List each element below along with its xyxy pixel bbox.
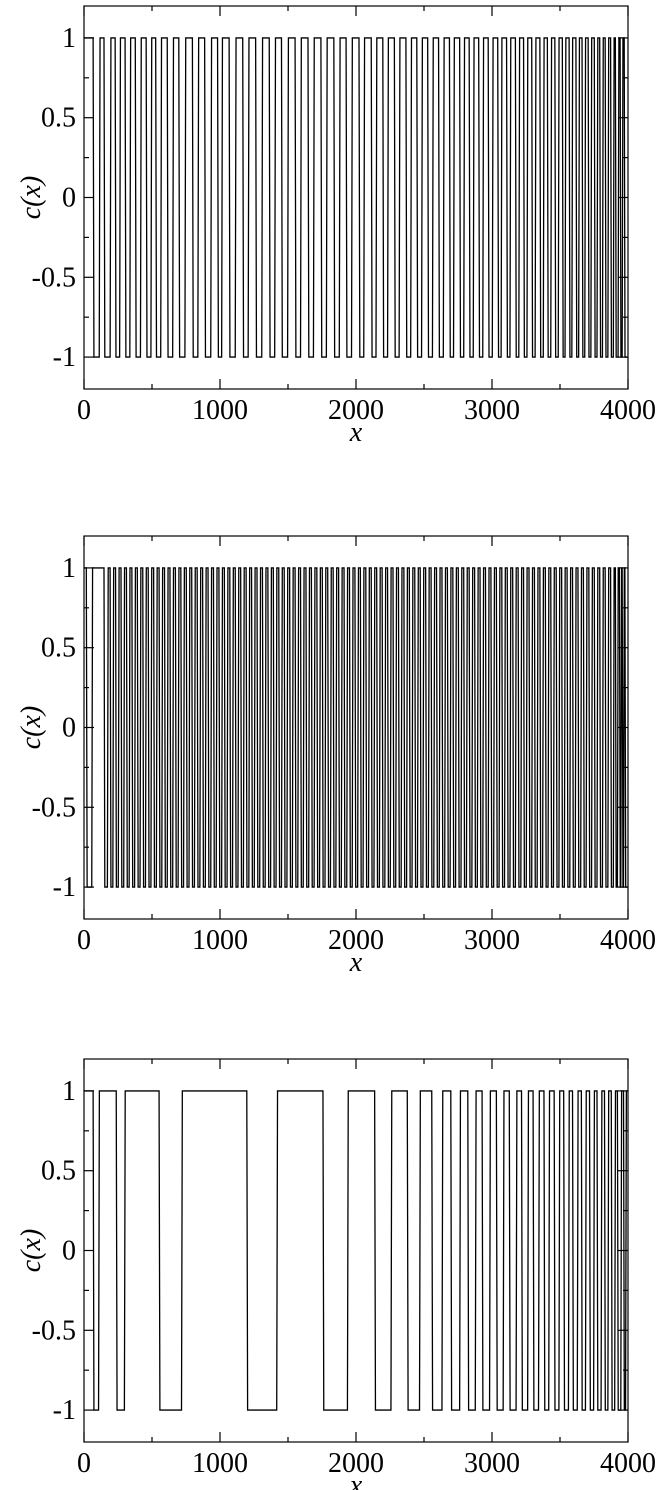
y-tick-label: -1 bbox=[53, 872, 76, 903]
x-tick-label: 4000 bbox=[600, 1448, 656, 1479]
x-tick-label: 4000 bbox=[600, 395, 656, 426]
y-tick-label: -1 bbox=[53, 1395, 76, 1426]
y-axis-title: c(x) bbox=[16, 706, 47, 750]
x-tick-label: 3000 bbox=[464, 1448, 520, 1479]
x-axis-title: x bbox=[349, 1470, 363, 1490]
y-tick-label: 0.5 bbox=[41, 103, 76, 134]
x-tick-label: 2000 bbox=[328, 925, 384, 956]
x-tick-label: 2000 bbox=[328, 1448, 384, 1479]
x-tick-label: 0 bbox=[77, 1448, 91, 1479]
x-tick-label: 0 bbox=[77, 925, 91, 956]
x-tick-label: 3000 bbox=[464, 925, 520, 956]
x-tick-label: 0 bbox=[77, 395, 91, 426]
y-tick-label: 0.5 bbox=[41, 1156, 76, 1187]
x-tick-label: 1000 bbox=[192, 1448, 248, 1479]
x-tick-label: 1000 bbox=[192, 925, 248, 956]
chart-panel-2: 0 1000 2000 3000 4000 1 0.5 0 -0.5 -1 x c(x) bbox=[16, 535, 656, 978]
chart-panel-3: 0 1000 2000 3000 4000 1 0.5 0 -0.5 -1 x c(x) bbox=[16, 1058, 656, 1490]
y-axis-title: c(x) bbox=[16, 176, 47, 220]
y-tick-label: 1 bbox=[62, 1076, 76, 1107]
x-axis-title: x bbox=[349, 947, 363, 978]
x-axis-title: x bbox=[349, 417, 363, 448]
chart-panel-1: 0 1000 2000 3000 4000 1 0.5 0 -0.5 -1 x c(x) bbox=[16, 5, 656, 448]
plot-frame bbox=[83, 1058, 629, 1443]
y-tick-label: 0 bbox=[62, 713, 76, 744]
x-tick-label: 1000 bbox=[192, 395, 248, 426]
y-tick-label: 1 bbox=[62, 23, 76, 54]
x-tick-label: 4000 bbox=[600, 925, 656, 956]
y-tick-label: 0 bbox=[62, 1236, 76, 1267]
series-line bbox=[84, 567, 628, 888]
y-axis-title: c(x) bbox=[16, 1229, 47, 1273]
y-tick-label: 0 bbox=[62, 183, 76, 214]
y-tick-label: 1 bbox=[62, 553, 76, 584]
y-tick-label: -1 bbox=[53, 342, 76, 373]
y-tick-label: -0.5 bbox=[32, 262, 76, 293]
plot-frame bbox=[83, 5, 629, 390]
x-tick-label: 2000 bbox=[328, 395, 384, 426]
y-tick-label: -0.5 bbox=[32, 1315, 76, 1346]
series-line bbox=[84, 37, 628, 358]
y-tick-label: 0.5 bbox=[41, 633, 76, 664]
x-tick-label: 3000 bbox=[464, 395, 520, 426]
y-tick-label: -0.5 bbox=[32, 792, 76, 823]
series-line bbox=[84, 1090, 628, 1411]
